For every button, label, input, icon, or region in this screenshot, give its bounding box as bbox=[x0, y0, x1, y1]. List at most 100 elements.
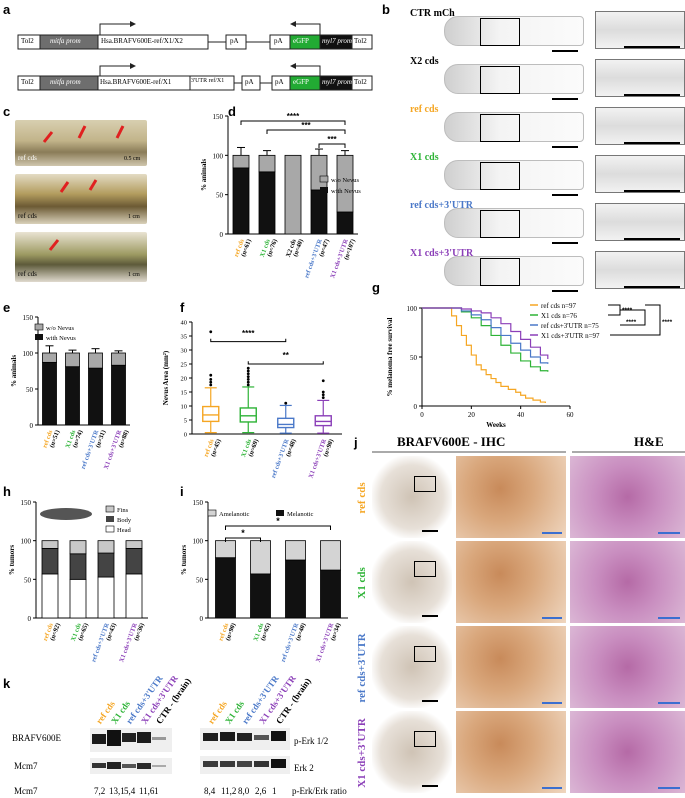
category-label: ref cds+3'UTR bbox=[303, 238, 324, 279]
legend-swatch-with bbox=[35, 334, 43, 340]
chart-g: 0 50 100 0 20 40 60 Weeks % melanoma free surviv… bbox=[386, 302, 673, 429]
legend-swatch-wo bbox=[319, 175, 329, 183]
zoom-image bbox=[595, 11, 685, 49]
legend-wo: w/o Nevus bbox=[331, 177, 359, 184]
ihc-zoom bbox=[456, 456, 566, 538]
panel-i-label: i bbox=[180, 484, 184, 499]
category-label: ref cds+3'UTR bbox=[280, 622, 301, 663]
y-tick-label: 20 bbox=[181, 376, 188, 383]
sig-label: *** bbox=[327, 135, 337, 144]
bar-fins bbox=[41, 540, 59, 549]
k-quant-right-value: 8,0 bbox=[238, 786, 250, 796]
k-quant-right-value: 1 bbox=[272, 786, 277, 796]
c-caption-1: ref cds bbox=[18, 154, 37, 162]
bar-with-nevus bbox=[42, 361, 57, 426]
survival-curve bbox=[422, 307, 549, 364]
scale-bar bbox=[552, 146, 578, 148]
zoom-box bbox=[480, 210, 520, 238]
legend-swatch-amel bbox=[207, 509, 217, 517]
pa-box bbox=[225, 34, 247, 50]
arrows bbox=[42, 125, 125, 251]
scale-bar-blue bbox=[542, 787, 562, 789]
panel-h-label: h bbox=[3, 484, 11, 499]
outlier-point bbox=[246, 375, 250, 378]
scale-bar-zoom bbox=[624, 46, 680, 48]
y-tick-label: 0 bbox=[30, 422, 34, 430]
outlier-point bbox=[321, 390, 325, 394]
scale-bar bbox=[422, 785, 438, 787]
panel-f-label: f bbox=[180, 300, 185, 315]
y-axis-label: % melanoma free survival bbox=[386, 317, 394, 396]
y-tick-label: 5 bbox=[184, 418, 187, 425]
k-quant-right-value: 8,4 bbox=[204, 786, 216, 796]
panel-e: e 0 50 100 150% animals ref cds (n=51) X1 cds(… bbox=[0, 300, 140, 480]
zoom-box bbox=[414, 476, 436, 492]
sig-label: * bbox=[276, 516, 280, 526]
c-scale-3: 1 cm bbox=[128, 272, 140, 278]
sig-bracket bbox=[225, 537, 261, 542]
box bbox=[239, 407, 257, 423]
sig-bracket bbox=[608, 304, 621, 316]
sig-bracket bbox=[240, 120, 346, 125]
y-axis-label: % animals bbox=[200, 159, 208, 191]
panel-j: j BRAFV600E - IHC H&E ref cds X1 cds ref c… bbox=[352, 432, 685, 798]
j-row-label: ref cds+3'UTR bbox=[356, 633, 368, 703]
bar-with-nevus bbox=[258, 171, 276, 235]
y-axis-label: % animals bbox=[10, 355, 18, 387]
he-image bbox=[570, 541, 685, 623]
legend-swatch-body bbox=[106, 516, 114, 522]
b-row-label: X1 cds bbox=[410, 152, 439, 163]
a-r1-tol2: Tol2 bbox=[21, 37, 34, 45]
b-row-label: X2 cds bbox=[410, 56, 439, 67]
fish-photo-2 bbox=[15, 174, 147, 224]
y-tick-label: 150 bbox=[21, 499, 32, 507]
sig-bracket bbox=[247, 361, 324, 365]
ihc-zoom bbox=[456, 626, 566, 708]
ihc-overview bbox=[372, 626, 452, 708]
y-tick-label: 15 bbox=[181, 390, 188, 397]
b-row-label: X1 cds+3'UTR bbox=[410, 248, 474, 259]
sig-label: * bbox=[241, 528, 245, 538]
zoom-box bbox=[480, 114, 520, 142]
sig-label: **** bbox=[242, 329, 255, 338]
panel-a-label: a bbox=[3, 2, 11, 17]
scale-bar bbox=[552, 290, 578, 292]
scale-bar-blue-he bbox=[658, 787, 680, 789]
k-label-erk2: Erk 2 bbox=[294, 763, 314, 773]
j-row-label: ref cds bbox=[356, 482, 368, 514]
scale-bar-blue bbox=[542, 702, 562, 704]
b-row-label: CTR mCh bbox=[410, 8, 455, 19]
bar-body bbox=[41, 548, 59, 575]
b-row-label: ref cds+3'UTR bbox=[410, 200, 474, 211]
survival-curve bbox=[422, 307, 549, 372]
panel-i: i 0 50 100 150% tumors ref cds (n=90) X1 cds (n… bbox=[158, 484, 363, 674]
sig-label: ** bbox=[283, 351, 290, 360]
scale-bar bbox=[422, 615, 438, 617]
scale-bar-blue bbox=[542, 532, 562, 534]
scale-bar-zoom bbox=[624, 190, 680, 192]
bar-with-nevus bbox=[232, 167, 250, 235]
outlier-point bbox=[246, 378, 250, 381]
outlier-point bbox=[246, 369, 250, 373]
bar-amelanotic bbox=[250, 540, 271, 575]
legend-with: with Nevus bbox=[331, 188, 361, 195]
outlier-point bbox=[321, 379, 325, 383]
zoom-box bbox=[480, 162, 520, 190]
category-label: ref cds+3'UTR bbox=[90, 622, 111, 663]
panel-b-label: b bbox=[382, 2, 390, 17]
bar-melanotic bbox=[320, 569, 341, 619]
a-r2-tol2b: Tol2 bbox=[354, 78, 367, 86]
panel-a: a Tol2 mitfa prom Hsa.BRAFV600E-ref/X1/X… bbox=[0, 0, 373, 100]
scale-bar bbox=[552, 242, 578, 244]
legend-swatch-fins bbox=[105, 505, 115, 513]
outlier-point bbox=[209, 383, 213, 387]
bar-w-o-nevus bbox=[258, 154, 276, 173]
a-r1-pa: pA bbox=[230, 37, 239, 45]
j-row-label: X1 cds bbox=[356, 567, 368, 599]
he-image bbox=[570, 456, 685, 538]
panel-e-label: e bbox=[3, 300, 11, 315]
zoom-image bbox=[595, 203, 685, 241]
a-r2-tol2: Tol2 bbox=[21, 78, 34, 86]
ihc-zoom bbox=[456, 541, 566, 623]
y-tick-label: 150 bbox=[23, 314, 34, 322]
